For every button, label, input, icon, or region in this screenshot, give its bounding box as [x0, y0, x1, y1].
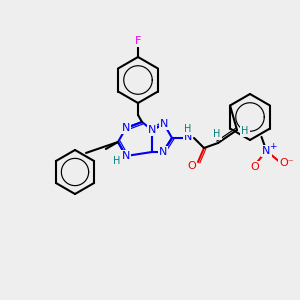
Text: N: N [160, 119, 168, 129]
Text: H: H [113, 156, 121, 166]
Text: H: H [241, 126, 249, 136]
Text: +: + [269, 142, 276, 152]
Text: N: N [159, 147, 167, 157]
Text: O⁻: O⁻ [279, 158, 294, 168]
Text: H: H [184, 124, 192, 134]
Text: O: O [250, 162, 259, 172]
Text: H: H [213, 129, 221, 139]
Text: N: N [148, 125, 156, 135]
Text: N: N [122, 123, 130, 133]
Text: O: O [188, 161, 196, 171]
Text: F: F [135, 36, 141, 46]
Text: N: N [122, 151, 130, 161]
Text: N: N [262, 146, 271, 156]
Text: N: N [184, 132, 192, 142]
